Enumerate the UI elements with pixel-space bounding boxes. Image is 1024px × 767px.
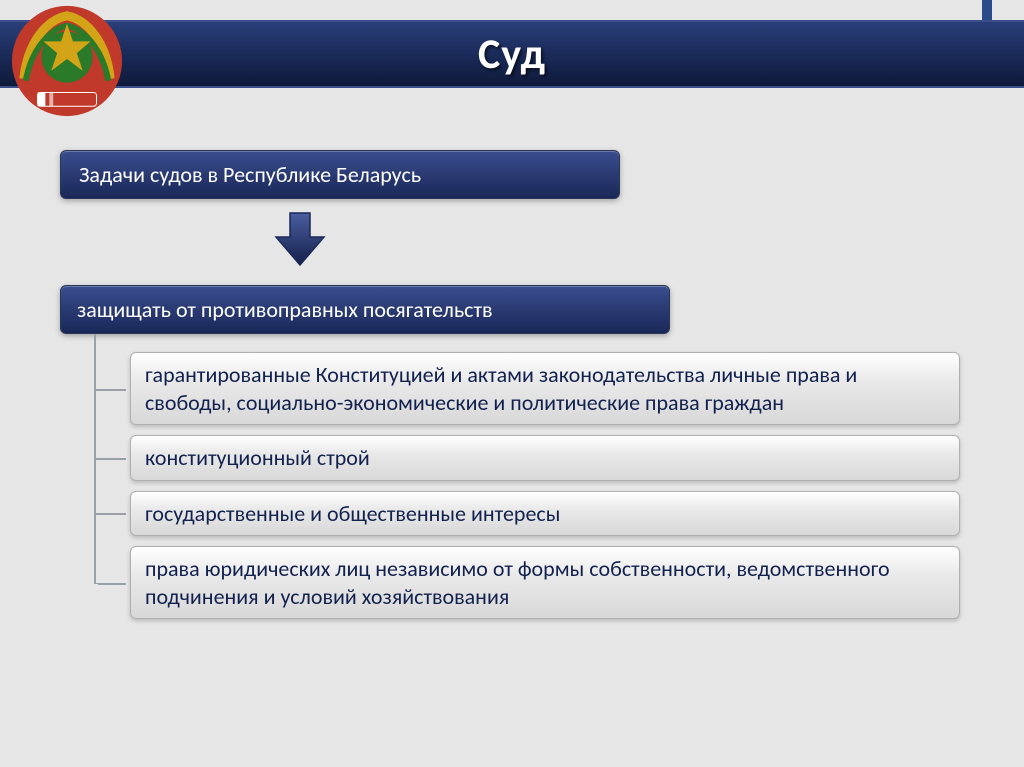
item-box: права юридических лиц независимо от форм…	[130, 546, 960, 619]
state-emblem-icon	[8, 2, 126, 120]
tasks-box: Задачи судов в Республике Беларусь	[60, 150, 620, 199]
slide-title: Суд	[478, 29, 546, 80]
list-item: государственные и общественные интересы	[96, 491, 964, 537]
list-item: гарантированные Конституцией и актами за…	[96, 352, 964, 425]
protect-box-label: защищать от противоправных посягательств	[77, 296, 493, 323]
list-item: права юридических лиц независимо от форм…	[96, 546, 964, 619]
item-box: гарантированные Конституцией и актами за…	[130, 352, 960, 425]
item-box: государственные и общественные интересы	[130, 491, 960, 537]
arrow-down-icon	[270, 211, 330, 267]
tasks-box-label: Задачи судов в Республике Беларусь	[79, 161, 421, 188]
list-item: конституционный строй	[96, 435, 964, 481]
title-band: Суд	[0, 20, 1024, 88]
protect-box: защищать от противоправных посягательств	[60, 285, 670, 334]
items-tree: гарантированные Конституцией и актами за…	[94, 334, 964, 619]
item-box: конституционный строй	[130, 435, 960, 481]
diagram-content: Задачи судов в Республике Беларусь защищ…	[60, 150, 964, 629]
